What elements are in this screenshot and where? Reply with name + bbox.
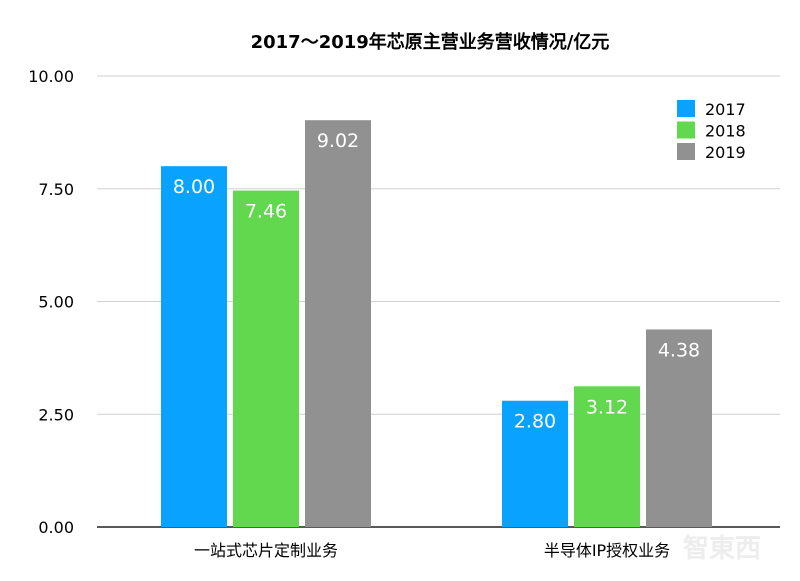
legend-label: 2019 (705, 143, 746, 162)
y-tick-label: 10.00 (28, 67, 74, 86)
watermark-text: 智東西 (683, 534, 761, 564)
legend-swatch-2017 (677, 100, 695, 117)
data-label: 3.12 (586, 396, 628, 418)
legend-swatch-2019 (677, 143, 695, 160)
bar-2017 (502, 400, 568, 527)
data-label: 8.00 (173, 176, 215, 198)
bar-2017 (161, 166, 227, 527)
legend-label: 2018 (705, 122, 746, 141)
bar-2019 (646, 329, 712, 527)
y-tick-label: 2.50 (38, 405, 74, 424)
bar-2018 (233, 190, 299, 527)
legend-label: 2017 (705, 100, 746, 119)
data-label: 4.38 (658, 339, 700, 361)
watermark-logo: 智東西 (683, 534, 761, 564)
y-tick-label: 5.00 (38, 293, 74, 312)
chart-title: 2017～2019年芯原主营业务营收情况/亿元 (251, 31, 610, 53)
y-tick-label: 0.00 (38, 518, 74, 537)
x-tick-label: 半导体IP授权业务 (544, 541, 670, 560)
y-tick-label: 7.50 (38, 180, 74, 199)
data-label: 9.02 (317, 130, 359, 152)
data-label: 2.80 (514, 411, 556, 433)
bar-2018 (574, 386, 640, 527)
legend-swatch-2018 (677, 121, 695, 139)
x-tick-label: 一站式芯片定制业务 (194, 541, 338, 560)
data-label: 7.46 (245, 201, 287, 223)
bar-2019 (305, 120, 371, 527)
